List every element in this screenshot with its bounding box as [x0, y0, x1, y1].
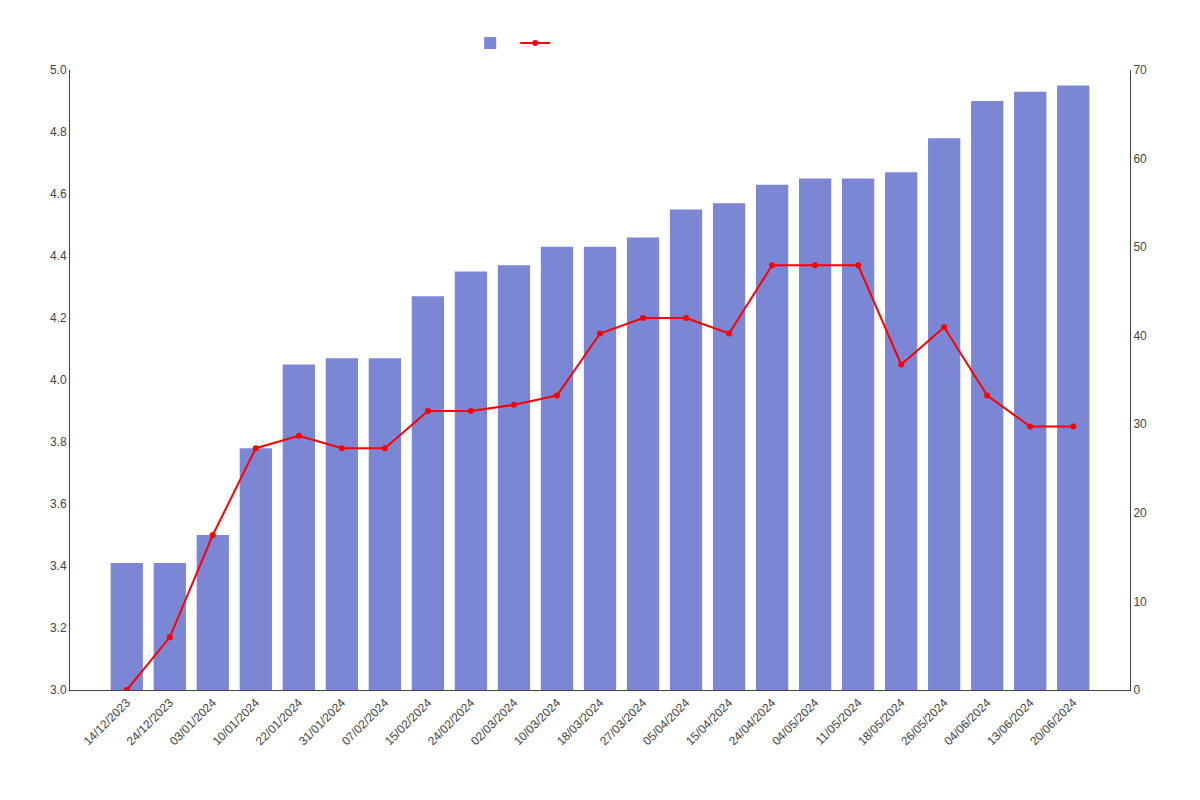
- svg-text:0: 0: [1133, 683, 1140, 697]
- svg-text:24/04/2024: 24/04/2024: [726, 696, 779, 749]
- svg-text:15/02/2024: 15/02/2024: [382, 696, 435, 749]
- svg-text:24/12/2023: 24/12/2023: [124, 696, 177, 749]
- svg-text:4.8: 4.8: [50, 125, 67, 139]
- svg-text:40: 40: [1133, 329, 1147, 343]
- svg-text:4.6: 4.6: [50, 187, 67, 201]
- svg-text:31/01/2024: 31/01/2024: [296, 696, 349, 749]
- svg-text:3.4: 3.4: [50, 559, 67, 573]
- svg-text:07/02/2024: 07/02/2024: [339, 696, 392, 749]
- svg-text:10: 10: [1133, 595, 1147, 609]
- svg-text:70: 70: [1133, 63, 1147, 77]
- svg-text:18/03/2024: 18/03/2024: [554, 696, 607, 749]
- svg-text:27/03/2024: 27/03/2024: [597, 696, 650, 749]
- svg-text:24/02/2024: 24/02/2024: [425, 696, 478, 749]
- svg-text:26/05/2024: 26/05/2024: [898, 696, 951, 749]
- svg-text:5.0: 5.0: [50, 63, 67, 77]
- svg-text:3.6: 3.6: [50, 497, 67, 511]
- svg-text:05/04/2024: 05/04/2024: [640, 696, 693, 749]
- svg-text:30: 30: [1133, 417, 1147, 431]
- svg-text:3.8: 3.8: [50, 435, 67, 449]
- svg-text:10/01/2024: 10/01/2024: [210, 696, 263, 749]
- svg-text:10/03/2024: 10/03/2024: [511, 696, 564, 749]
- svg-text:3.2: 3.2: [50, 621, 67, 635]
- svg-text:4.0: 4.0: [50, 373, 67, 387]
- svg-text:04/06/2024: 04/06/2024: [941, 696, 994, 749]
- svg-text:60: 60: [1133, 152, 1147, 166]
- svg-text:18/05/2024: 18/05/2024: [855, 696, 908, 749]
- svg-text:15/04/2024: 15/04/2024: [683, 696, 736, 749]
- svg-text:13/06/2024: 13/06/2024: [984, 696, 1037, 749]
- svg-text:3.0: 3.0: [50, 683, 67, 697]
- svg-text:02/03/2024: 02/03/2024: [468, 696, 521, 749]
- svg-text:50: 50: [1133, 240, 1147, 254]
- svg-text:11/05/2024: 11/05/2024: [813, 696, 865, 748]
- svg-text:04/05/2024: 04/05/2024: [769, 696, 822, 749]
- svg-text:20/06/2024: 20/06/2024: [1027, 696, 1080, 749]
- svg-text:22/01/2024: 22/01/2024: [253, 696, 306, 749]
- svg-text:4.2: 4.2: [50, 311, 67, 325]
- svg-text:14/12/2023: 14/12/2023: [81, 696, 134, 749]
- svg-text:20: 20: [1133, 506, 1147, 520]
- svg-text:4.4: 4.4: [50, 249, 67, 263]
- svg-text:03/01/2024: 03/01/2024: [167, 696, 220, 749]
